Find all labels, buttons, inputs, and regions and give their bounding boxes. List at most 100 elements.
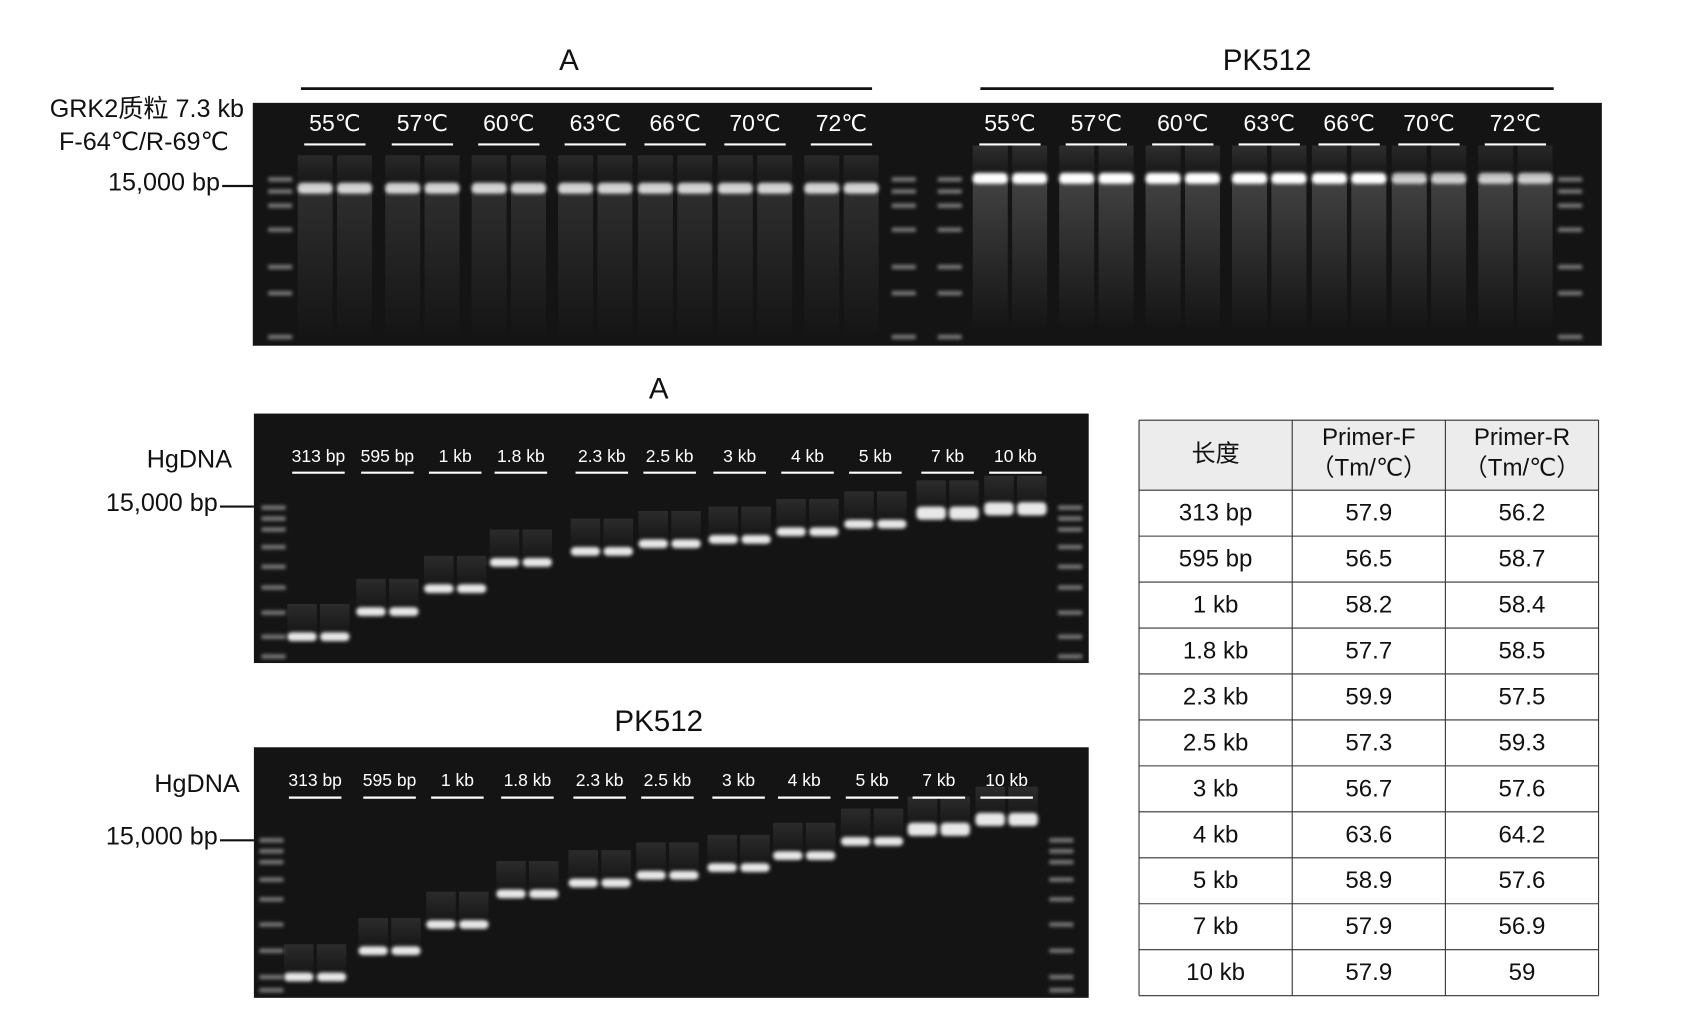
band-smear [636, 842, 666, 876]
ladder-band [259, 859, 284, 865]
band [529, 889, 559, 899]
ladder-band [1049, 849, 1074, 854]
lane-smear [1478, 178, 1514, 332]
table-cell: 57.6 [1499, 867, 1546, 894]
ladder-band [1058, 527, 1083, 532]
band [424, 182, 460, 194]
ladder-band [259, 974, 284, 980]
ladder-band [261, 544, 286, 550]
table-cell: 1.8 kb [1183, 637, 1249, 664]
band-smear [356, 578, 386, 612]
band [1232, 172, 1268, 184]
marker-label: 15,000 bp [108, 168, 220, 196]
ladder-band [1058, 505, 1083, 510]
band [471, 182, 507, 194]
band-smear [873, 808, 904, 842]
band-smear [287, 603, 317, 637]
ladder-band [259, 877, 284, 882]
table-cell: 58.5 [1499, 637, 1546, 664]
band [1008, 812, 1038, 827]
lane-label: 4 kb [791, 446, 824, 466]
band-smear [603, 518, 634, 552]
ladder-band [1058, 610, 1083, 615]
ladder-band [891, 264, 916, 270]
band [358, 946, 388, 956]
ladder-band [891, 334, 916, 340]
ladder-band [1558, 177, 1583, 182]
band-smear [638, 510, 669, 544]
primer-label: F-64℃/R-69℃ [59, 128, 229, 156]
band [297, 182, 333, 194]
lane-label: 313 bp [292, 446, 346, 466]
marker-label: 15,000 bp [106, 823, 218, 851]
band [356, 607, 386, 616]
lane-smear [424, 188, 460, 342]
ladder-band [261, 610, 286, 615]
ladder-band [1558, 334, 1583, 340]
lane-label: 57℃ [1071, 110, 1122, 136]
table-cell: 313 bp [1179, 500, 1253, 527]
band [320, 632, 350, 642]
table-header: Primer-R [1474, 424, 1570, 451]
band-smear [522, 529, 553, 563]
table-header: （Tm/℃） [1311, 455, 1428, 482]
table-header-bg [1139, 420, 1599, 491]
lane-smear [1184, 178, 1220, 332]
band [809, 527, 839, 537]
ladder-band [261, 634, 286, 639]
band-smear [391, 917, 421, 951]
table-cell: 57.9 [1345, 500, 1392, 527]
lane-smear [1391, 178, 1427, 332]
sample-label: HgDNA [154, 770, 239, 798]
lane-smear [471, 188, 507, 342]
lane-label: 3 kb [723, 446, 756, 466]
band [1271, 172, 1307, 184]
band [601, 878, 631, 888]
ladder-band [891, 203, 916, 208]
band-smear [529, 861, 559, 894]
table-cell: 57.5 [1499, 683, 1546, 710]
ladder-band [1058, 564, 1083, 569]
lane-label: 55℃ [309, 110, 360, 136]
band [949, 506, 979, 520]
band [677, 182, 713, 194]
band [1098, 172, 1134, 184]
band-smear [671, 510, 701, 544]
band [637, 182, 673, 194]
ladder-band [937, 203, 962, 208]
ladder-band [261, 564, 286, 569]
marker-label: 15,000 bp [106, 489, 218, 517]
ladder-band [937, 334, 962, 340]
ladder-band [268, 334, 293, 340]
lane-label: 4 kb [788, 770, 821, 790]
band [840, 837, 871, 846]
lane-label: 2.3 kb [578, 446, 626, 466]
lane-smear [677, 188, 713, 342]
lane-smear [385, 188, 421, 342]
lane-smear [1098, 178, 1134, 332]
lane-smear [1145, 178, 1181, 332]
table-cell: 3 kb [1193, 775, 1238, 802]
band-smear [426, 891, 456, 925]
table-cell: 5 kb [1193, 867, 1238, 894]
table-cell: 56.5 [1345, 546, 1392, 573]
band [522, 558, 553, 567]
ladder-band [1049, 838, 1074, 843]
ladder-band [261, 505, 286, 510]
table-cell: 63.6 [1345, 821, 1392, 848]
table-cell: 57.7 [1345, 637, 1392, 664]
band [1184, 172, 1220, 184]
band [804, 182, 840, 194]
ladder-band [268, 177, 293, 182]
band [636, 870, 666, 880]
lane-smear [843, 188, 879, 342]
band [337, 182, 373, 194]
band [459, 920, 489, 929]
lane-label: 57℃ [397, 110, 448, 136]
table-cell: 57.9 [1345, 913, 1392, 940]
table-header: （Tm/℃） [1464, 455, 1581, 482]
lane-label: 63℃ [1244, 110, 1295, 136]
band [385, 182, 421, 194]
lane-label: 313 bp [288, 770, 342, 790]
band-smear [601, 850, 631, 883]
